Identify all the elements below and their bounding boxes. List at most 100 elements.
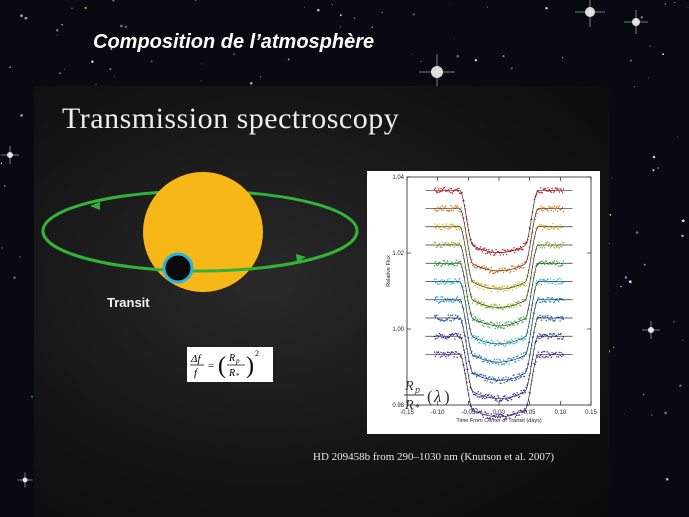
- star-dot: [24, 16, 28, 20]
- data-point: [442, 282, 445, 284]
- data-point: [444, 352, 446, 354]
- data-point: [458, 300, 460, 302]
- data-point: [504, 418, 506, 420]
- data-point: [541, 355, 544, 358]
- data-point: [562, 318, 565, 321]
- data-point: [445, 223, 447, 225]
- light-curve-series: [425, 186, 573, 256]
- data-point: [522, 356, 524, 358]
- data-point: [558, 205, 561, 207]
- data-point: [548, 205, 550, 208]
- data-point: [442, 336, 445, 339]
- data-point: [488, 326, 491, 329]
- data-point: [502, 271, 505, 274]
- data-point: [505, 253, 508, 256]
- data-point: [482, 288, 484, 291]
- data-point: [438, 242, 441, 245]
- star-dot: [3, 185, 6, 187]
- data-point: [497, 396, 500, 398]
- data-point: [494, 399, 497, 401]
- star-dot: [681, 340, 683, 342]
- data-point: [556, 205, 558, 207]
- data-point: [436, 300, 438, 303]
- data-point: [541, 228, 544, 231]
- data-point: [510, 303, 512, 306]
- data-point: [480, 304, 482, 306]
- data-point: [441, 209, 443, 211]
- data-point: [553, 333, 556, 335]
- data-point: [517, 414, 519, 416]
- data-point: [543, 206, 545, 208]
- model-curve: [425, 262, 573, 326]
- data-point: [474, 338, 476, 341]
- data-point: [513, 374, 515, 376]
- data-point: [490, 413, 493, 415]
- data-point: [518, 300, 520, 303]
- data-point: [514, 416, 517, 418]
- data-point: [497, 271, 499, 274]
- data-point: [452, 223, 454, 226]
- data-point: [551, 351, 553, 354]
- data-point: [475, 248, 478, 251]
- data-point: [548, 188, 551, 191]
- star-dot: [643, 263, 646, 266]
- data-point: [456, 296, 459, 298]
- data-point: [447, 228, 450, 230]
- data-point: [498, 267, 501, 270]
- data-point: [549, 261, 552, 264]
- data-point: [455, 259, 458, 261]
- data-point: [500, 289, 502, 291]
- star-dot: [561, 56, 564, 59]
- data-point: [515, 305, 518, 307]
- data-point: [484, 252, 487, 255]
- star-dot: [9, 66, 11, 68]
- data-point: [554, 319, 557, 321]
- data-point: [497, 307, 500, 310]
- data-point: [484, 303, 486, 306]
- data-point: [541, 334, 544, 336]
- star-dot: [110, 48, 113, 50]
- star-dot: [411, 54, 413, 55]
- model-curve: [425, 354, 573, 418]
- data-point: [483, 248, 485, 250]
- data-point: [481, 305, 484, 307]
- data-point: [521, 262, 523, 265]
- data-point: [494, 252, 497, 255]
- star-dot: [287, 58, 290, 61]
- data-point: [494, 327, 497, 330]
- data-point: [450, 263, 452, 266]
- data-point: [548, 228, 551, 231]
- data-point: [522, 298, 524, 301]
- data-point: [539, 314, 541, 316]
- data-point: [497, 394, 499, 397]
- data-point: [511, 379, 514, 382]
- star-dot: [56, 29, 59, 32]
- data-point: [480, 356, 483, 358]
- data-point: [483, 265, 485, 267]
- data-point: [561, 355, 563, 358]
- star-dot: [474, 59, 477, 62]
- data-point: [548, 318, 550, 321]
- data-point: [454, 242, 457, 245]
- data-point: [452, 351, 454, 354]
- data-point: [435, 278, 437, 280]
- data-point: [520, 375, 523, 378]
- star-dot: [620, 285, 622, 288]
- data-point: [440, 282, 442, 285]
- star-dot: [211, 33, 213, 35]
- data-point: [548, 336, 550, 338]
- data-point: [512, 393, 514, 396]
- data-point: [546, 351, 548, 353]
- data-point: [558, 191, 561, 193]
- data-point: [460, 322, 463, 324]
- light-curve-series: [425, 350, 573, 421]
- data-point: [525, 317, 527, 320]
- star-dot: [662, 53, 664, 56]
- data-point: [513, 356, 515, 359]
- data-point: [492, 417, 494, 420]
- data-point: [538, 297, 540, 299]
- data-point: [552, 282, 554, 285]
- star-dot: [450, 3, 452, 5]
- data-point: [553, 259, 556, 262]
- data-point: [507, 303, 510, 306]
